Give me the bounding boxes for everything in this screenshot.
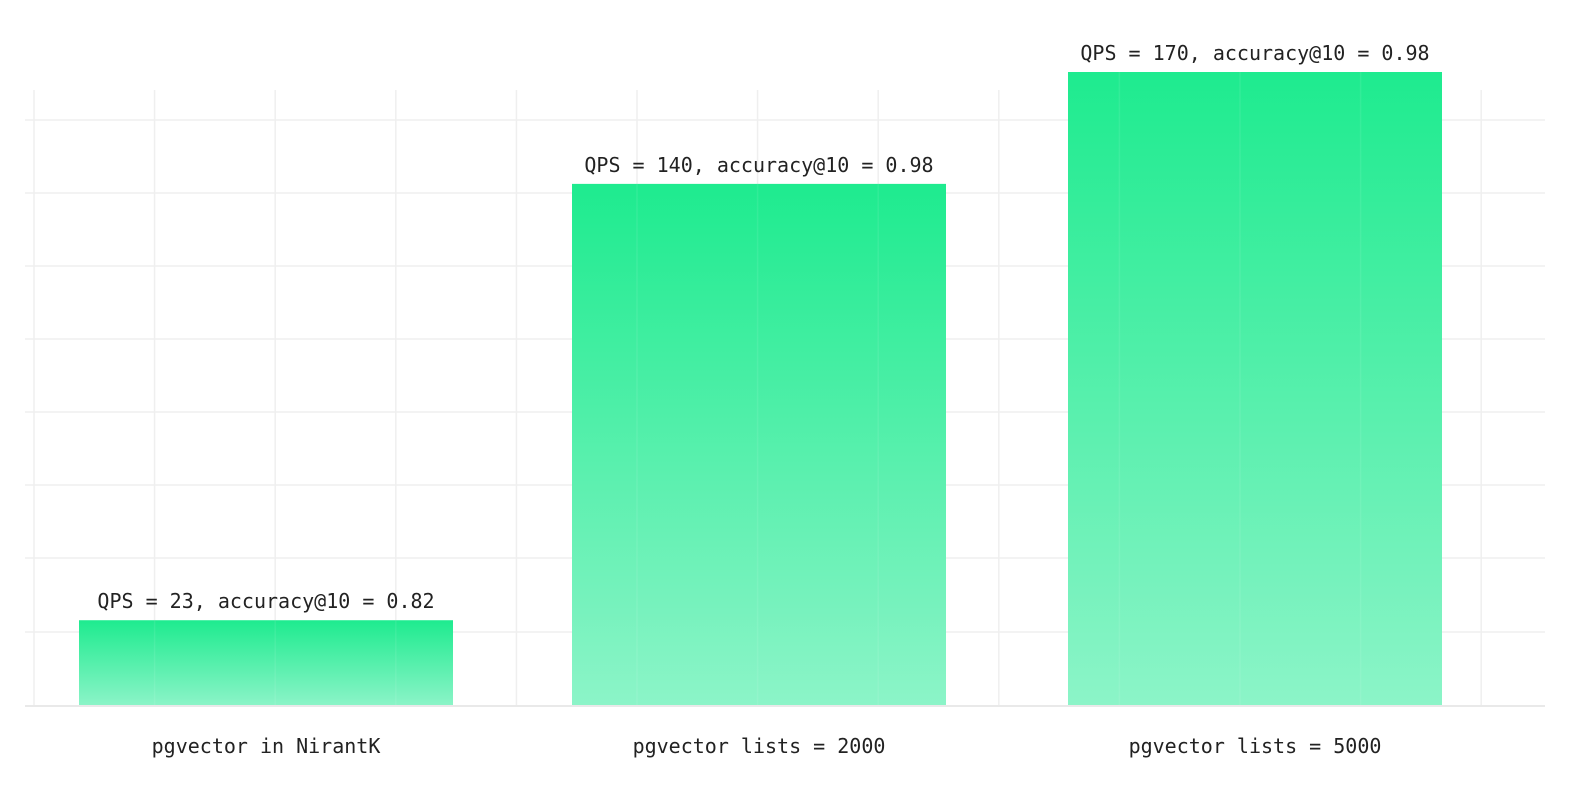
bar-data-label: QPS = 170, accuracy@10 = 0.98 (1080, 41, 1429, 65)
bars (79, 72, 1442, 707)
x-tick-label: pgvector in NirantK (152, 734, 381, 758)
x-tick-label: pgvector lists = 2000 (633, 734, 886, 758)
grid-overlay (153, 72, 1362, 706)
bar-data-label: QPS = 23, accuracy@10 = 0.82 (97, 589, 434, 613)
x-tick-label: pgvector lists = 5000 (1129, 734, 1382, 758)
labels: QPS = 23, accuracy@10 = 0.82 pgvector in … (97, 41, 1429, 758)
bar-2 (572, 183, 946, 707)
bar-data-label: QPS = 140, accuracy@10 = 0.98 (584, 153, 933, 177)
bar-1 (79, 620, 453, 706)
bar-3 (1068, 72, 1442, 706)
